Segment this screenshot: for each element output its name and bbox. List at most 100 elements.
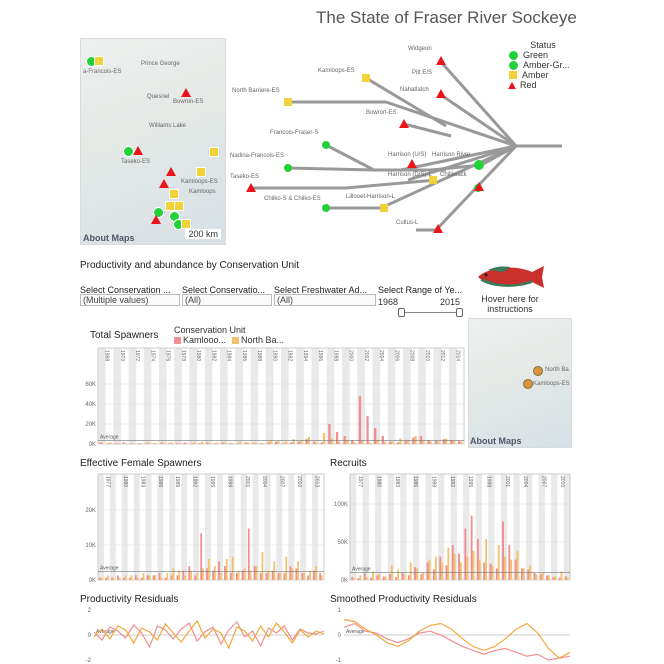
smoothed-residuals-title: Smoothed Productivity Residuals <box>330 594 477 605</box>
column-band <box>133 474 140 580</box>
data-bar <box>363 572 366 580</box>
small-map[interactable]: North Ba Kamloops-ES About Maps <box>468 318 572 448</box>
data-bar <box>191 443 194 444</box>
data-bar <box>99 577 101 580</box>
slider-handle-end[interactable] <box>456 308 463 317</box>
year-tick-label: 1974 <box>149 350 155 361</box>
data-bar <box>357 578 360 580</box>
year-tick-label: 2001 <box>244 476 250 487</box>
conservation-unit-select[interactable]: (Multiple values) <box>80 294 180 306</box>
productivity-section-title: Productivity and abundance by Conservati… <box>80 260 300 271</box>
year-tick-label: 1972 <box>134 350 140 361</box>
data-bar <box>451 544 454 580</box>
y-tick-label: 1 <box>338 608 342 614</box>
data-bar <box>391 441 394 444</box>
column-band <box>98 474 104 580</box>
legend-item-amber-green[interactable]: Amber-Gr... <box>508 59 578 71</box>
average-label: Average <box>346 629 365 635</box>
site-marker-orange[interactable] <box>523 379 533 389</box>
data-bar <box>522 568 525 580</box>
legend-item-north-barriere[interactable]: North Ba... <box>232 335 284 345</box>
legend-label: Amber-Gr... <box>523 60 570 70</box>
instructions-hint[interactable]: Hover here for instructions <box>481 294 539 314</box>
data-bar <box>239 441 242 444</box>
smoothed-residuals-chart[interactable]: 1 0 -1 Average <box>330 606 572 662</box>
data-bar <box>432 569 435 580</box>
site-marker-red[interactable] <box>159 179 169 188</box>
year-range-slider[interactable] <box>398 312 462 313</box>
site-marker-amber[interactable] <box>174 201 184 211</box>
data-bar <box>145 443 148 444</box>
data-bar <box>118 577 121 580</box>
site-marker-red[interactable] <box>133 146 143 155</box>
site-marker-red[interactable] <box>166 167 176 176</box>
site-marker-red[interactable] <box>181 88 191 97</box>
data-bar <box>442 439 445 444</box>
data-bar <box>535 574 538 580</box>
salmon-icon[interactable] <box>474 262 550 292</box>
year-tick-label: 1992 <box>192 476 198 487</box>
slider-handle-start[interactable] <box>398 308 405 317</box>
data-bar <box>166 573 169 580</box>
site-marker-amber[interactable] <box>94 56 104 66</box>
data-bar <box>412 437 415 444</box>
legend-item-amber[interactable]: Amber <box>508 70 578 80</box>
column-band <box>425 474 432 580</box>
data-bar <box>106 575 109 580</box>
legend-item-kamloops[interactable]: Kamlooo... <box>174 335 226 345</box>
year-tick-label: 1980 <box>195 350 201 361</box>
total-spawners-chart[interactable]: 1968 1970 1972 1974 1976 1978 1980 1982 1984 1986… <box>80 346 466 450</box>
column-band <box>228 474 235 580</box>
column-band <box>448 348 457 444</box>
about-maps-link[interactable]: About Maps <box>470 436 522 446</box>
data-bar <box>389 441 392 444</box>
year-tick-label: 1986 <box>157 476 163 487</box>
data-bar <box>164 577 167 580</box>
site-marker-amber[interactable] <box>165 201 175 211</box>
data-bar <box>148 575 151 580</box>
data-bar <box>422 440 425 444</box>
year-tick-label: 2013 <box>313 476 319 487</box>
data-bar <box>497 544 500 580</box>
data-bar <box>282 443 285 444</box>
data-bar <box>142 573 145 580</box>
column-band <box>463 474 470 580</box>
map-scale: 200 km <box>185 229 221 239</box>
year-tick-label: 2004 <box>522 476 528 487</box>
legend-item-green[interactable]: Green <box>508 49 578 61</box>
tree-label: Harrison (U/S) <box>388 152 427 158</box>
top-map[interactable]: a-Francois-ES Prince George Quesnel Bowr… <box>80 38 226 245</box>
site-marker-amber[interactable] <box>196 167 206 177</box>
data-bar <box>447 547 450 580</box>
year-tick-label: 2007 <box>279 476 285 487</box>
data-bar <box>283 573 286 580</box>
data-bar <box>255 566 258 580</box>
data-bar <box>315 566 317 580</box>
data-bar <box>291 568 294 580</box>
data-bar <box>206 442 209 444</box>
data-bar <box>200 441 204 444</box>
column-band <box>438 474 445 580</box>
freshwater-select[interactable]: (All) <box>274 294 376 306</box>
site-marker-amber[interactable] <box>181 219 191 229</box>
site-marker-amber[interactable] <box>209 147 219 157</box>
data-bar <box>168 443 171 444</box>
tree-label: Widgeon <box>408 46 432 52</box>
data-bar <box>188 566 191 580</box>
productivity-residuals-chart[interactable]: 2 0 -2 Average <box>80 606 326 662</box>
green-circle-icon <box>508 49 519 61</box>
about-maps-link[interactable]: About Maps <box>83 233 135 243</box>
data-bar <box>261 552 264 580</box>
recruits-chart[interactable]: 1977 1980 1983 1986 1989 1992 1995 1998 2001 2004… <box>330 470 572 586</box>
site-marker-amber[interactable] <box>169 189 179 199</box>
y-tick-label: 60K <box>85 382 96 388</box>
legend-item-red[interactable]: Red <box>508 80 578 90</box>
year-tick-label: 1995 <box>209 476 215 487</box>
residual-series-line <box>343 619 571 659</box>
site-marker-orange[interactable] <box>533 366 543 376</box>
data-bar <box>190 570 192 580</box>
data-bar <box>399 438 402 444</box>
effective-female-chart[interactable]: 1977 1980 1983 1986 1989 1992 1995 1998 2001 2004… <box>80 470 326 586</box>
site-marker-red[interactable] <box>151 215 161 224</box>
conservation-select-2[interactable]: (All) <box>182 294 272 306</box>
